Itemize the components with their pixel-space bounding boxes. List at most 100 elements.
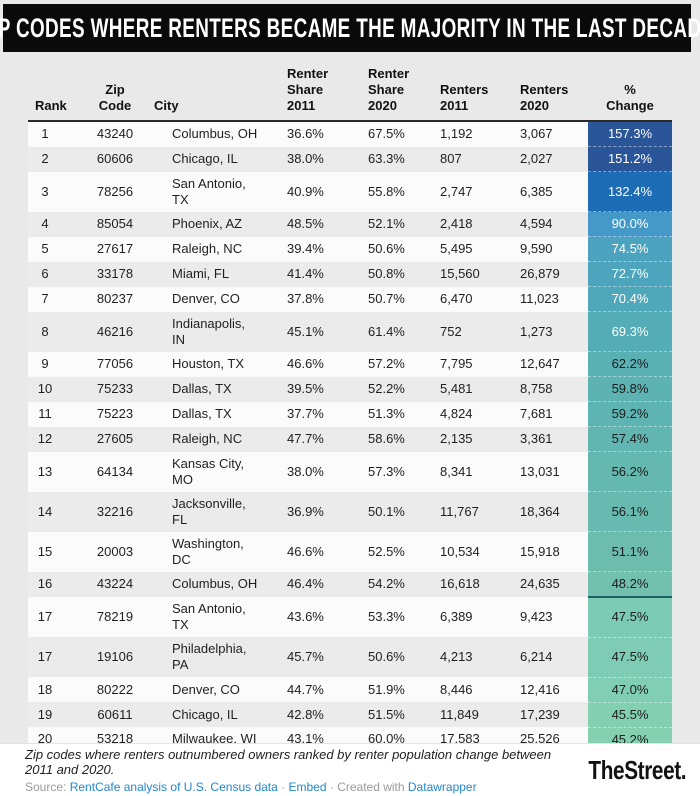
renter-share-2011-cell: 43.1%: [287, 731, 324, 747]
renter-share-2011-cell: 41.4%: [287, 266, 324, 281]
renters-2020-cell: 24,635: [520, 576, 560, 592]
renter-share-2020-cell: 57.3%: [368, 463, 405, 479]
rank-cell: 20: [37, 731, 53, 747]
renters-2020-cell: 15,918: [520, 543, 560, 559]
city-cell: Dallas, TX: [172, 406, 232, 421]
rank-cell: 10: [37, 381, 53, 396]
embed-link[interactable]: Embed: [288, 779, 327, 794]
city-cell: San Antonio, TX: [172, 175, 246, 207]
renter-share-2020-cell: 67.5%: [368, 126, 405, 142]
renter-share-2011-cell: 45.7%: [287, 649, 324, 664]
table-body: 1 43240 Columbus, OH 36.6% 67.5% 1,192 3,067 15…: [28, 121, 672, 752]
rank-cell: 2: [41, 151, 49, 166]
pct-change-cell: 59.2%: [588, 401, 672, 427]
renters-2020-cell: 26,879: [520, 266, 560, 281]
table-row: 19 60611 Chicago, IL 42.8% 51.5% 11,849 17,239…: [28, 701, 672, 727]
pct-change-cell: 51.1%: [588, 531, 672, 572]
city-cell: Denver, CO: [172, 681, 240, 697]
pct-change-cell: 48.2%: [588, 571, 672, 598]
rank-cell: 6: [41, 266, 49, 281]
city-cell: Washington, DC: [172, 535, 244, 567]
renter-share-2020-cell: 63.3%: [368, 151, 405, 166]
renters-2020-cell: 2,027: [520, 151, 553, 166]
city-cell: Jacksonville, FL: [172, 495, 246, 527]
rank-cell: 7: [41, 291, 49, 306]
created-with-label: Created with: [337, 779, 408, 794]
rank-cell: 4: [41, 216, 49, 231]
table-row: 18 80222 Denver, CO 44.7% 51.9% 8,446 12,416 47…: [28, 676, 672, 702]
renters-2020-cell: 12,647: [520, 356, 560, 371]
renters-2020-cell: 13,031: [520, 463, 560, 479]
renters-2020-cell: 6,214: [520, 649, 553, 664]
source-link[interactable]: RentCafe analysis of U.S. Census data: [69, 779, 278, 794]
renters-2020-cell: 3,361: [520, 431, 553, 446]
rank-cell: 14: [37, 503, 53, 519]
city-cell: Chicago, IL: [172, 706, 238, 722]
rank-cell: 3: [41, 183, 49, 199]
pct-change-cell: 157.3%: [588, 121, 672, 147]
pct-change-cell: 59.8%: [588, 376, 672, 402]
renter-share-2011-cell: 48.5%: [287, 216, 324, 231]
city-cell: Raleigh, NC: [172, 431, 243, 446]
renter-share-2011-cell: 39.4%: [287, 241, 324, 256]
renters-2011-cell: 4,824: [440, 406, 473, 421]
table-row: 12 27605 Raleigh, NC 47.7% 58.6% 2,135 3,361 57…: [28, 426, 672, 452]
renter-share-2020-cell: 53.3%: [368, 609, 405, 624]
table-row: 3 78256 San Antonio, TX 40.9% 55.8% 2,747 6,38…: [28, 171, 672, 212]
zip-code-cell: 20003: [96, 543, 134, 559]
city-cell: Raleigh, NC: [172, 241, 243, 256]
table-row: 17 78219 San Antonio, TX 43.6% 53.3% 6,389 9,4…: [28, 596, 672, 637]
renter-share-2011-cell: 46.6%: [287, 356, 324, 371]
renter-share-2011-cell: 46.6%: [287, 543, 324, 559]
renters-2011-cell: 8,446: [440, 681, 473, 697]
renter-share-2011-cell: 38.0%: [287, 463, 324, 479]
city-cell: Columbus, OH: [172, 126, 258, 142]
pct-change-cell: 74.5%: [588, 236, 672, 262]
zip-code-cell: 75233: [96, 381, 134, 396]
column-header: City: [154, 66, 280, 122]
renters-2011-cell: 16,618: [440, 576, 480, 592]
renter-share-2020-cell: 60.0%: [368, 731, 405, 747]
city-cell: Phoenix, AZ: [172, 216, 243, 231]
city-cell: Miami, FL: [172, 266, 230, 281]
table-row: 20 53218 Milwaukee, WI 43.1% 60.0% 17,583 25,5…: [28, 726, 672, 752]
renter-share-2020-cell: 52.2%: [368, 381, 405, 396]
table-row: 10 75233 Dallas, TX 39.5% 52.2% 5,481 8,758 59.…: [28, 376, 672, 402]
renters-2011-cell: 11,849: [440, 706, 479, 722]
renters-2011-cell: 17,583: [440, 731, 480, 747]
zip-code-cell: 46216: [96, 323, 134, 339]
pct-change-cell: 62.2%: [588, 351, 672, 377]
rank-cell: 5: [41, 241, 49, 256]
page-title: ZIP CODES WHERE RENTERS BECAME THE MAJOR…: [0, 12, 700, 43]
renter-share-2020-cell: 51.3%: [368, 406, 405, 421]
renters-2011-cell: 5,481: [440, 381, 473, 396]
renter-share-2020-cell: 51.5%: [368, 706, 405, 722]
renter-share-2011-cell: 36.6%: [287, 126, 324, 142]
source-prefix: Source:: [25, 779, 70, 794]
renters-2011-cell: 807: [440, 151, 462, 166]
column-header: Zip Code: [76, 66, 154, 122]
renters-2020-cell: 17,239: [520, 706, 560, 722]
renter-share-2020-cell: 50.6%: [368, 649, 405, 664]
datawrapper-link[interactable]: Datawrapper: [407, 779, 477, 794]
renter-share-2020-cell: 52.5%: [368, 543, 405, 559]
renters-2020-cell: 4,594: [520, 216, 553, 231]
renter-share-2011-cell: 44.7%: [287, 681, 324, 697]
pct-change-cell: 56.2%: [588, 451, 672, 492]
renter-share-2011-cell: 40.9%: [287, 183, 324, 199]
renters-2011-cell: 10,534: [440, 543, 480, 559]
table-row: 5 27617 Raleigh, NC 39.4% 50.6% 5,495 9,590 74.…: [28, 236, 672, 262]
renter-share-2020-cell: 50.8%: [368, 266, 405, 281]
pct-change-cell: 57.4%: [588, 426, 672, 452]
renter-share-2011-cell: 47.7%: [287, 431, 324, 446]
renters-2020-cell: 7,681: [520, 406, 553, 421]
renters-2011-cell: 752: [440, 323, 462, 339]
renter-share-2020-cell: 50.6%: [368, 241, 405, 256]
pct-change-cell: 132.4%: [588, 171, 672, 212]
zip-code-cell: 60611: [97, 706, 133, 722]
column-header: Renters 2011: [434, 66, 515, 122]
zip-code-cell: 64134: [96, 463, 134, 479]
renter-share-2011-cell: 43.6%: [287, 609, 324, 624]
rank-cell: 19: [37, 706, 53, 722]
